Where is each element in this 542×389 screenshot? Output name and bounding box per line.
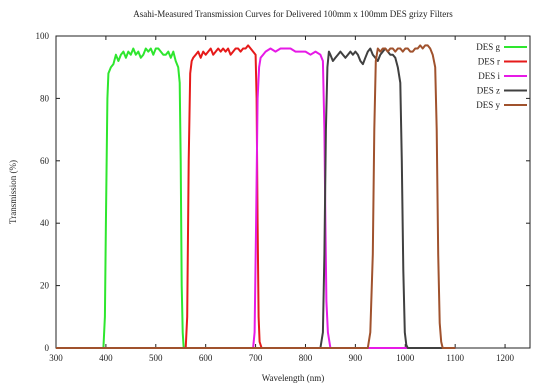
legend: DES g DES r DES i DES z DES y — [476, 42, 527, 110]
x-axis-label: Wavelength (nm) — [262, 373, 325, 383]
series-line-des-z — [56, 47, 456, 349]
y-tick-label: 40 — [40, 218, 50, 228]
x-tick-label: 1200 — [496, 353, 515, 363]
y-tick-label: 80 — [40, 93, 50, 103]
x-tick-label: 1000 — [396, 353, 415, 363]
y-tick-label: 20 — [40, 281, 50, 291]
legend-label: DES y — [476, 100, 500, 110]
y-tick-label: 100 — [36, 31, 50, 41]
series-line-des-g — [56, 47, 456, 349]
x-tick-label: 500 — [149, 353, 163, 363]
chart-title: Asahi-Measured Transmission Curves for D… — [133, 9, 453, 19]
y-tick-label: 60 — [40, 156, 50, 166]
legend-label: DES g — [476, 42, 500, 52]
series-line-des-i — [56, 47, 456, 349]
x-tick-label: 400 — [99, 353, 113, 363]
legend-label: DES i — [478, 71, 500, 81]
x-tick-label: 700 — [249, 353, 263, 363]
y-axis-label: Transmission (%) — [8, 160, 18, 224]
legend-label: DES z — [477, 86, 500, 96]
x-axis: 300 400 500 600 700 800 900 1000 1100 1200 — [49, 36, 515, 363]
x-tick-label: 900 — [349, 353, 363, 363]
plot-frame — [55, 35, 531, 349]
x-tick-label: 600 — [199, 353, 213, 363]
x-tick-label: 1100 — [446, 353, 464, 363]
y-axis: 0 20 40 60 80 100 — [36, 31, 530, 353]
legend-label: DES r — [478, 57, 500, 67]
series-line-des-r — [56, 44, 456, 349]
series-lines — [56, 44, 456, 349]
series-line-des-y — [56, 44, 456, 349]
x-tick-label: 300 — [49, 353, 63, 363]
y-tick-label: 0 — [45, 343, 50, 353]
plot-area: 300 400 500 600 700 800 900 1000 1100 1200 0 20 40 6… — [36, 31, 531, 363]
x-tick-label: 800 — [299, 353, 313, 363]
